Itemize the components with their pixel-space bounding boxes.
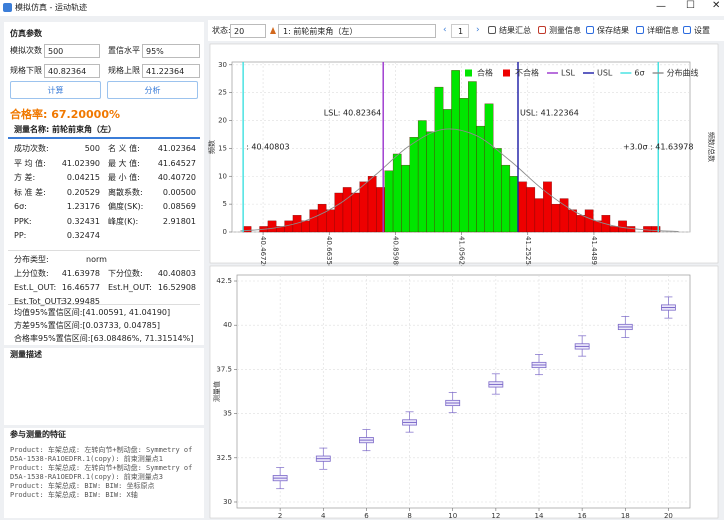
x-tick-label: 4 [321,512,326,520]
y-tick-label: 5 [223,200,227,208]
legend-label: USL [597,69,613,78]
histogram-bar [285,221,293,232]
legend-label: 不合格 [515,68,539,78]
spec-label: +3.0σ : 41.63978 [623,143,693,152]
legend-label: 分布曲线 [667,68,699,78]
histogram-bar [585,210,593,232]
x-tick-label: 18 [621,512,630,520]
x-tick-label: 8 [407,512,411,520]
histogram-bar [577,215,585,232]
histogram-bar [335,193,343,232]
histogram-bar [410,137,418,232]
histogram-bar [543,182,551,232]
y-tick-label: 30 [223,498,232,506]
histogram-bar [426,132,434,232]
y2-axis-label: 频数/总数 [707,132,716,162]
y-tick-label: 40 [223,321,232,329]
histogram-bar [318,204,326,232]
spec-label: LSL: 40.82364 [324,109,381,118]
x-tick-label: 40.66354 [325,236,333,270]
histogram-bar [468,82,476,232]
x-tick-label: 10 [448,512,457,520]
legend-swatch [465,70,472,77]
x-tick-label: 14 [535,512,544,520]
histogram-bar [643,226,651,232]
histogram-bar [451,70,459,232]
histogram-bar [243,226,251,232]
histogram-bar [535,199,543,232]
histogram-bar [502,165,510,232]
y-tick-label: 37.5 [216,365,232,373]
histogram-bar [460,98,468,232]
y-tick-label: 0 [223,228,227,236]
spec-label: USL: 41.22364 [520,109,579,118]
y-tick-label: 15 [218,144,227,152]
x-tick-label: 6 [364,512,369,520]
histogram-bar [401,165,409,232]
x-tick-label: 40.46720 [259,236,267,269]
y-tick-label: 20 [218,117,227,125]
histogram-bar [485,104,493,232]
histogram-bar [443,109,451,232]
x-tick-label: 12 [491,512,500,520]
histogram-bar [368,176,376,232]
histogram-bar [618,221,626,232]
legend-label: 合格 [477,68,493,78]
y-axis-label: 测量值 [212,381,221,402]
histogram-bar [510,176,518,232]
histogram-bar [435,87,443,232]
x-tick-label: 41.25258 [524,236,532,269]
histogram-bar [351,193,359,232]
histogram-bar [268,221,276,232]
histogram-bar [477,126,485,232]
x-tick-label: 41.05624 [458,236,466,270]
histogram-bar [393,154,401,232]
legend-label: LSL [561,69,576,78]
y-tick-label: 30 [218,61,227,69]
histogram-bar [343,187,351,232]
x-tick-label: 16 [578,512,587,520]
y-tick-label: 25 [218,89,227,97]
y-tick-label: 42.5 [216,277,232,285]
histogram-bar [527,187,535,232]
histogram-bar [326,210,334,232]
legend-label: 6σ [634,69,644,78]
y-tick-label: 32.5 [216,454,232,462]
y-axis-label: 频数 [207,140,216,154]
x-tick-label: 20 [664,512,673,520]
histogram-bar [301,221,309,232]
histogram-bar [518,182,526,232]
histogram-bar [568,210,576,232]
x-tick-label: 2 [278,512,282,520]
spec-label: : 40.40803 [246,143,289,152]
y-tick-label: 35 [223,410,232,418]
histogram-bar [493,148,501,232]
x-tick-label: 40.85989 [391,236,399,269]
histogram-bar [360,182,368,232]
x-tick-label: 41.44893 [590,236,598,269]
histogram-bar [610,226,618,232]
histogram-bar [552,204,560,232]
y-tick-label: 10 [218,172,227,180]
histogram-bar [310,210,318,232]
legend-swatch [503,70,510,77]
histogram-bar [385,171,393,232]
